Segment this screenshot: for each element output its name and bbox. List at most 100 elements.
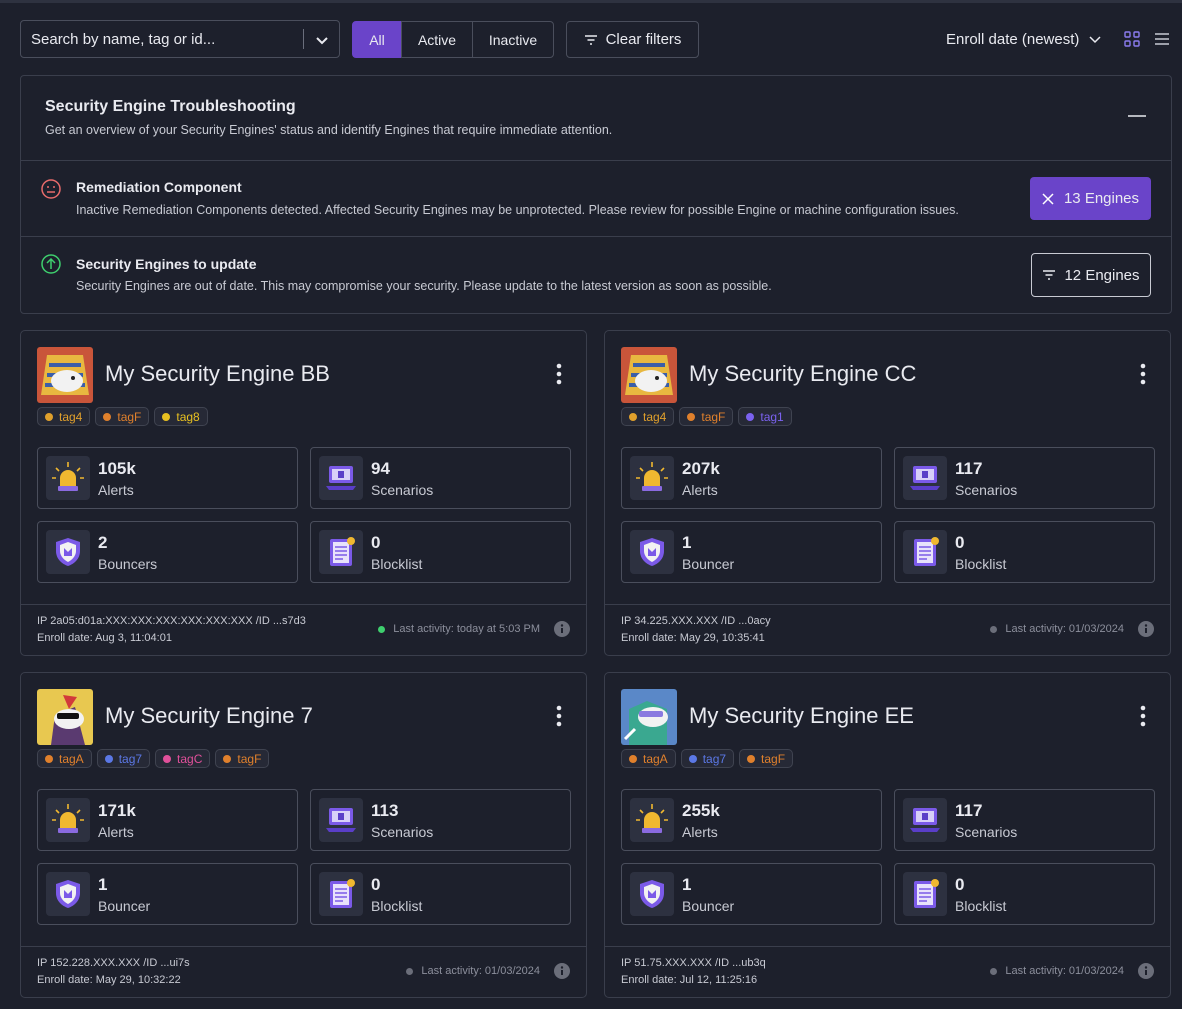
- stat-label: Blocklist: [371, 898, 423, 914]
- tag-chip: tag7: [96, 749, 151, 768]
- stat-label: Alerts: [682, 482, 718, 498]
- more-menu[interactable]: [1140, 705, 1146, 727]
- more-menu-svg: [556, 705, 562, 727]
- tag-label: tag7: [118, 751, 143, 766]
- stat-value: 1: [682, 533, 692, 552]
- collapse-icon[interactable]: [1128, 114, 1146, 118]
- panel-subtitle: Get an overview of your Security Engines…: [45, 123, 613, 137]
- tag-list: tag4 tagF tag1: [621, 407, 792, 426]
- sort-label: Enroll date (newest): [946, 31, 1080, 48]
- troubleshooting-panel: Security Engine Troubleshooting Get an o…: [20, 75, 1172, 314]
- tag-chip: tagA: [37, 749, 92, 768]
- info-icon[interactable]: [554, 621, 570, 637]
- stat-icon: [46, 530, 90, 574]
- search-box[interactable]: Search by name, tag or id...: [20, 20, 340, 58]
- stat-icon-svg: [914, 537, 939, 566]
- stat-icon: [46, 872, 90, 916]
- tag-chip: tag4: [621, 407, 675, 426]
- info-icon[interactable]: [1138, 963, 1154, 979]
- stat-icon-svg: [52, 462, 84, 491]
- filter-active[interactable]: Active: [401, 21, 473, 58]
- engines-button-label: 12 Engines: [1064, 266, 1140, 284]
- filter-all[interactable]: All: [352, 21, 402, 58]
- tag-label: tagF: [237, 751, 262, 766]
- engine-name: My Security Engine 7: [105, 703, 313, 728]
- more-menu[interactable]: [556, 705, 562, 727]
- stat-box: 255k Alerts: [621, 789, 882, 851]
- tag-list: tagA tag7 tagF: [621, 749, 794, 768]
- stat-label: Alerts: [682, 824, 718, 840]
- engine-avatar-svg: [37, 347, 93, 403]
- filter-inactive[interactable]: Inactive: [472, 21, 554, 58]
- stat-label: Scenarios: [955, 824, 1018, 840]
- stat-value: 113: [371, 801, 399, 820]
- stat-label: Alerts: [98, 824, 134, 840]
- item-title: Security Engines to update: [76, 256, 257, 272]
- stat-value: 0: [371, 533, 381, 552]
- engine-name: My Security Engine CC: [689, 361, 917, 386]
- stat-label: Bouncers: [98, 556, 158, 572]
- stat-icon-svg: [330, 879, 355, 908]
- engine-ip: IP 2a05:d01a:XXX:XXX:XXX:XXX:XXX:XXX /ID…: [37, 615, 306, 627]
- panel-title: Security Engine Troubleshooting: [45, 98, 296, 115]
- stat-box: 2 Bouncers: [37, 521, 298, 583]
- engine-card: My Security Engine BB tag4 tagF tag8 105k Ale…: [20, 330, 587, 656]
- search-placeholder: Search by name, tag or id...: [31, 31, 216, 48]
- footer-divider: [605, 946, 1170, 947]
- stat-icon: [319, 530, 363, 574]
- more-menu[interactable]: [556, 363, 562, 385]
- engine-ip: IP 152.228.XXX.XXX /ID ...ui7s: [37, 957, 190, 969]
- stat-box: 117 Scenarios: [894, 789, 1155, 851]
- stat-icon-svg: [56, 538, 80, 566]
- stat-box: 0 Blocklist: [310, 863, 571, 925]
- info-icon[interactable]: [1138, 621, 1154, 637]
- tag-dot: [45, 754, 53, 763]
- stat-icon: [319, 798, 363, 842]
- close-icon: [1042, 192, 1054, 205]
- stat-value: 207k: [682, 459, 720, 478]
- last-activity-label: Last activity: 01/03/2024: [1005, 965, 1124, 977]
- stat-icon: [46, 456, 90, 500]
- tag-label: tagA: [643, 751, 668, 766]
- stat-box: 0 Blocklist: [310, 521, 571, 583]
- top-border: [0, 0, 1182, 3]
- stat-value: 1: [682, 875, 692, 894]
- engine-avatar-svg: [621, 689, 677, 745]
- stat-icon-svg: [636, 462, 668, 491]
- stat-icon-svg: [640, 538, 664, 566]
- stat-icon: [319, 872, 363, 916]
- engines-button[interactable]: 13 Engines: [1030, 177, 1151, 220]
- stat-label: Bouncer: [682, 556, 735, 572]
- stat-icon-svg: [910, 808, 940, 832]
- dropdown-icon[interactable]: [314, 32, 330, 48]
- stat-icon-svg: [56, 880, 80, 908]
- last-activity: Last activity: 01/03/2024: [990, 621, 1154, 637]
- engine-avatar: [37, 689, 93, 745]
- stat-icon: [319, 456, 363, 500]
- tag-dot: [103, 412, 112, 421]
- grid-view-icon[interactable]: [1124, 31, 1140, 47]
- status-dot: [406, 967, 414, 975]
- list-view-icon[interactable]: [1154, 31, 1170, 47]
- tag-dot: [746, 412, 755, 421]
- status-dot: [378, 625, 386, 633]
- info-icon[interactable]: [554, 963, 570, 979]
- footer-divider: [21, 946, 586, 947]
- stat-label: Blocklist: [371, 556, 423, 572]
- stat-icon: [903, 456, 947, 500]
- separator: [303, 29, 304, 49]
- stat-icon: [903, 530, 947, 574]
- tag-label: tag8: [176, 409, 200, 424]
- more-menu[interactable]: [1140, 363, 1146, 385]
- clear-filters-button[interactable]: Clear filters: [566, 21, 699, 58]
- engine-name: My Security Engine BB: [105, 361, 330, 386]
- tag-dot: [687, 412, 696, 421]
- last-activity-label: Last activity: today at 5:03 PM: [393, 623, 540, 635]
- engine-card: My Security Engine 7 tagA tag7 tagC tagF 171k…: [20, 672, 587, 998]
- info-icon-svg: [554, 621, 570, 637]
- engine-avatar: [621, 689, 677, 745]
- stat-value: 0: [955, 533, 965, 552]
- engines-button[interactable]: 12 Engines: [1031, 253, 1151, 297]
- sort-select[interactable]: Enroll date (newest): [946, 31, 1101, 48]
- tag-chip: tag7: [680, 749, 735, 768]
